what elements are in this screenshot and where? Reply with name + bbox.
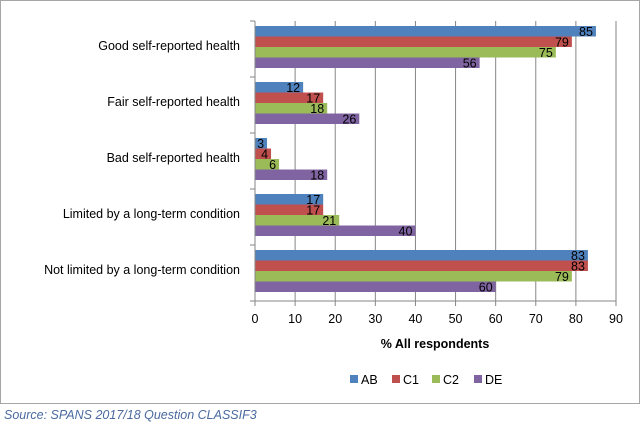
legend-label-ab: AB [361, 373, 378, 387]
bar-ab [255, 82, 304, 93]
x-tick-label: 60 [489, 312, 503, 326]
x-tick-label: 30 [368, 312, 382, 326]
x-tick-label: 0 [252, 312, 259, 326]
category-label: Limited by a long-term condition [63, 207, 240, 221]
legend: AB C1 C2 DE [350, 373, 502, 387]
data-label: 60 [479, 281, 493, 295]
data-label: 17 [306, 92, 320, 106]
data-label: 79 [555, 270, 569, 284]
bar-c2 [255, 159, 280, 170]
data-label: 83 [571, 260, 585, 274]
x-tick-label: 70 [529, 312, 543, 326]
data-label: 79 [555, 36, 569, 50]
bar-de [255, 281, 496, 292]
x-tick-label: 90 [609, 312, 623, 326]
data-label: 4 [261, 148, 268, 162]
bar-c2 [255, 271, 572, 282]
bar-c2 [255, 215, 340, 226]
x-tick-label: 20 [328, 312, 342, 326]
legend-label-de: DE [485, 373, 502, 387]
x-tick-label: 40 [408, 312, 422, 326]
data-label: 17 [306, 204, 320, 218]
data-label: 18 [310, 169, 324, 183]
legend-swatch-c2 [432, 375, 440, 383]
bar-de [255, 169, 328, 180]
category-label: Bad self-reported health [107, 151, 240, 165]
bar-ab [255, 26, 596, 37]
bar-ab [255, 194, 324, 205]
bar-de [255, 113, 360, 124]
x-tick-label: 80 [569, 312, 583, 326]
bars [255, 26, 596, 292]
data-label: 40 [399, 225, 413, 239]
data-label: 18 [310, 102, 324, 116]
chart-frame: 0 10 20 30 40 50 60 70 80 90 85 79 75 56 Good self-rep… [0, 0, 640, 404]
bar-de [255, 57, 480, 68]
bar-ab [255, 250, 588, 261]
legend-swatch-de [474, 375, 482, 383]
source-note: Source: SPANS 2017/18 Question CLASSIF3 [4, 408, 257, 422]
x-tick-label: 10 [288, 312, 302, 326]
category-label: Good self-reported health [98, 39, 240, 53]
bar-c1 [255, 260, 588, 271]
bar-c1 [255, 204, 324, 215]
bar-c1 [255, 92, 324, 103]
data-label: 26 [342, 113, 356, 127]
category-label: Not limited by a long-term condition [44, 263, 240, 277]
axes [250, 20, 617, 306]
legend-swatch-ab [350, 375, 358, 383]
data-label: 83 [571, 249, 585, 263]
x-tick-label: 50 [449, 312, 463, 326]
legend-label-c1: C1 [403, 373, 419, 387]
data-label: 21 [322, 214, 336, 228]
category-label: Fair self-reported health [107, 95, 240, 109]
bar-c2 [255, 47, 556, 58]
data-label: 56 [463, 57, 477, 71]
data-label: 12 [286, 81, 300, 95]
legend-swatch-c1 [392, 375, 400, 383]
bar-c1 [255, 36, 572, 47]
data-label: 6 [269, 158, 276, 172]
bar-c1 [255, 148, 272, 159]
data-label: 3 [257, 137, 264, 151]
bar-de [255, 225, 416, 236]
data-label: 85 [579, 25, 593, 39]
data-label: 17 [306, 193, 320, 207]
bar-c2 [255, 103, 328, 114]
legend-label-c2: C2 [443, 373, 459, 387]
x-axis-title: % All respondents [381, 337, 490, 351]
data-label: 75 [539, 46, 553, 60]
bar-ab [255, 138, 268, 149]
